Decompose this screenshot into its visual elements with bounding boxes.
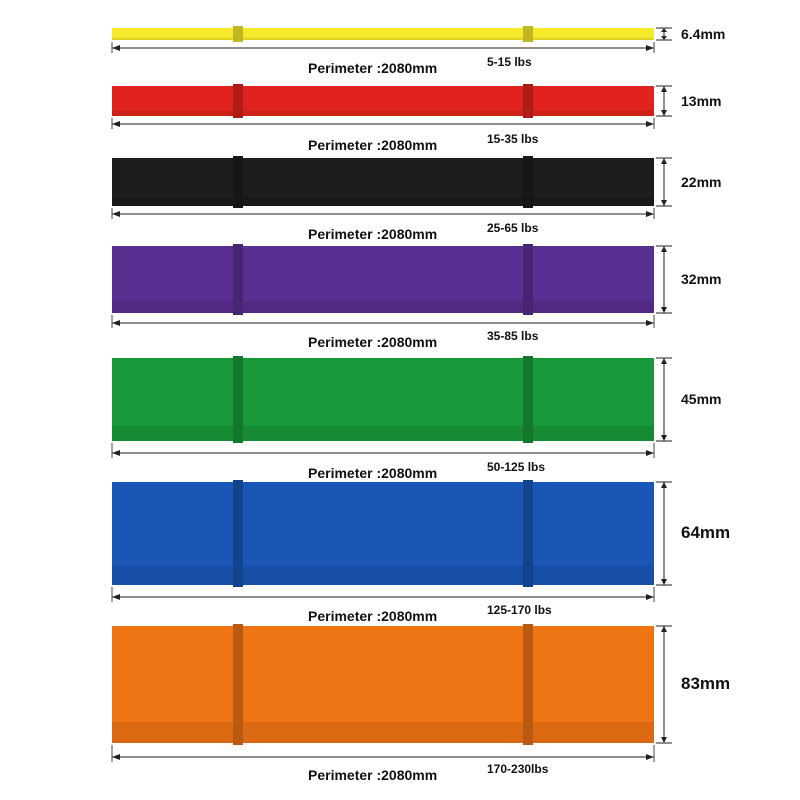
perimeter-label: Perimeter :2080mm — [308, 334, 438, 350]
thickness-label: 13mm — [681, 92, 722, 109]
thickness-arrow-bottom — [661, 579, 667, 585]
band-seam — [523, 26, 533, 42]
thickness-arrow-bottom — [661, 36, 667, 40]
band-seam — [523, 480, 533, 587]
thickness-arrow-bottom — [661, 200, 667, 206]
perimeter-arrow-left — [112, 45, 120, 51]
perimeter-arrow-right — [646, 594, 654, 600]
perimeter-arrow-left — [112, 754, 120, 760]
resistance-label: 125-170 lbs — [487, 603, 552, 617]
perimeter-label: Perimeter :2080mm — [308, 226, 438, 242]
perimeter-arrow-right — [646, 754, 654, 760]
perimeter-label: Perimeter :2080mm — [308, 767, 438, 783]
band-seam — [523, 624, 533, 745]
thickness-arrow-top — [661, 158, 667, 164]
thickness-label: 22mm — [681, 173, 722, 190]
thickness-label: 64mm — [681, 523, 731, 543]
perimeter-arrow-right — [646, 450, 654, 456]
perimeter-arrow-left — [112, 121, 120, 127]
band-seam — [523, 156, 533, 208]
perimeter-label: Perimeter :2080mm — [308, 608, 438, 624]
resistance-label: 5-15 lbs — [487, 55, 532, 69]
band-seam — [233, 156, 243, 208]
band-seam — [523, 356, 533, 443]
perimeter-arrow-left — [112, 320, 120, 326]
thickness-arrow-bottom — [661, 110, 667, 116]
resistance-label: 15-35 lbs — [487, 132, 539, 146]
perimeter-arrow-left — [112, 594, 120, 600]
band-shadow — [112, 566, 654, 585]
perimeter-arrow-left — [112, 450, 120, 456]
thickness-label: 83mm — [681, 674, 731, 694]
resistance-label: 170-230lbs — [487, 762, 549, 776]
perimeter-label: Perimeter :2080mm — [308, 137, 438, 153]
thickness-arrow-top — [661, 28, 667, 32]
perimeter-label: Perimeter :2080mm — [308, 60, 438, 76]
thickness-arrow-top — [661, 246, 667, 252]
thickness-arrow-top — [661, 626, 667, 632]
perimeter-arrow-right — [646, 45, 654, 51]
band-body — [112, 28, 654, 40]
perimeter-label: Perimeter :2080mm — [308, 465, 438, 481]
resistance-label: 35-85 lbs — [487, 329, 539, 343]
band-seam — [233, 26, 243, 42]
perimeter-arrow-right — [646, 121, 654, 127]
perimeter-arrow-right — [646, 211, 654, 217]
band-seam — [523, 244, 533, 315]
band-shadow — [112, 37, 654, 40]
band-shadow — [112, 300, 654, 313]
band-seam — [523, 84, 533, 118]
thickness-arrow-top — [661, 482, 667, 488]
band-shadow — [112, 426, 654, 441]
resistance-label: 25-65 lbs — [487, 221, 539, 235]
band-shadow — [112, 110, 654, 116]
band-seam — [233, 356, 243, 443]
band-shadow — [112, 197, 654, 206]
band-seam — [233, 480, 243, 587]
band-seam — [233, 624, 243, 745]
thickness-label: 32mm — [681, 271, 722, 288]
perimeter-arrow-right — [646, 320, 654, 326]
thickness-label: 6.4mm — [681, 25, 726, 42]
thickness-arrow-bottom — [661, 435, 667, 441]
thickness-arrow-top — [661, 358, 667, 364]
thickness-label: 45mm — [681, 391, 722, 408]
resistance-label: 50-125 lbs — [487, 460, 546, 474]
perimeter-arrow-left — [112, 211, 120, 217]
band-shadow — [112, 721, 654, 743]
thickness-arrow-bottom — [661, 737, 667, 743]
thickness-arrow-bottom — [661, 307, 667, 313]
band-seam — [233, 244, 243, 315]
band-seam — [233, 84, 243, 118]
thickness-arrow-top — [661, 86, 667, 92]
